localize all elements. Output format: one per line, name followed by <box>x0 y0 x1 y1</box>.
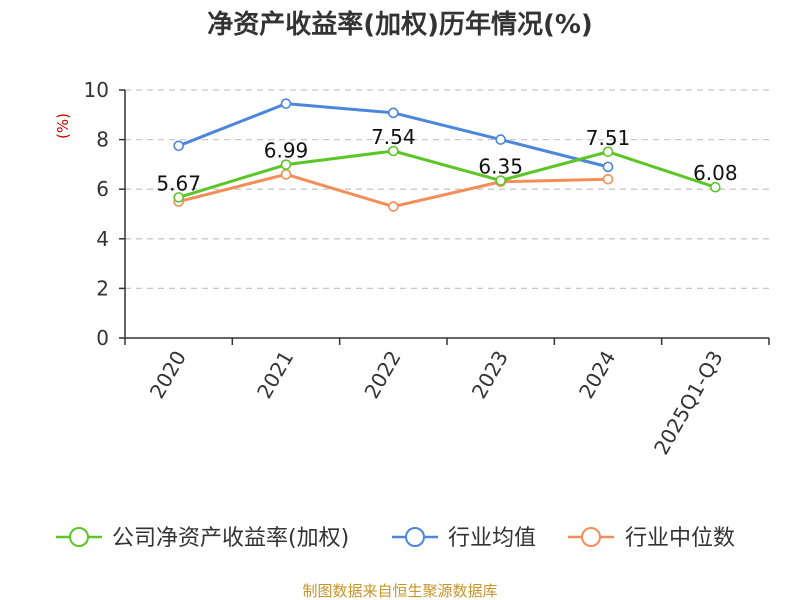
y-tick-label: 4 <box>96 227 109 251</box>
legend-marker <box>69 527 89 547</box>
legend-marker <box>405 527 425 547</box>
data-label: 5.67 <box>156 171 201 195</box>
x-tick-label: 2021 <box>252 347 298 403</box>
x-tick-label: 2022 <box>359 347 405 403</box>
data-label: 7.54 <box>371 125 416 149</box>
legend-label: 行业中位数 <box>625 526 735 551</box>
series-lines <box>173 98 721 212</box>
data-label: 6.08 <box>693 161 738 185</box>
data-point <box>388 145 399 157</box>
y-tick-label: 10 <box>84 78 109 102</box>
x-tick-label: 2024 <box>574 347 620 403</box>
data-point <box>710 181 721 193</box>
axes: 0 2 4 6 8 10 2020 2021 2022 2023 2024 2025Q1-Q3 <box>84 78 770 459</box>
legend-label: 行业均值 <box>448 526 536 551</box>
data-point <box>602 161 614 173</box>
y-axis-label: (%) <box>54 113 72 139</box>
data-label: 6.99 <box>264 139 309 163</box>
y-tick-label: 8 <box>96 128 109 152</box>
x-tick-label: 2025Q1-Q3 <box>649 347 728 459</box>
legend-label: 公司净资产收益率(加权) <box>112 526 349 551</box>
grid-lines <box>125 89 769 290</box>
data-point <box>495 175 506 186</box>
data-point <box>280 159 292 170</box>
source-note: 制图数据来自恒生聚源数据库 <box>302 582 497 600</box>
data-point <box>388 201 399 212</box>
legend: 公司净资产收益率(加权) 行业均值 行业中位数 <box>56 526 735 551</box>
data-point <box>280 169 292 180</box>
data-point <box>388 107 399 119</box>
x-tick-label: 2020 <box>145 347 191 403</box>
data-point <box>173 140 184 152</box>
data-label: 7.51 <box>586 126 631 150</box>
data-point <box>602 146 614 158</box>
x-tick-label: 2023 <box>467 346 513 402</box>
y-tick-label: 2 <box>96 276 109 300</box>
y-tick-label: 6 <box>96 177 109 201</box>
data-point <box>173 192 184 203</box>
data-point <box>495 134 506 145</box>
series-line <box>178 149 716 199</box>
chart-title: 净资产收益率(加权)历年情况(%) <box>207 9 593 40</box>
y-tick-label: 0 <box>96 326 109 350</box>
data-label: 6.35 <box>478 155 523 179</box>
data-point <box>602 173 614 185</box>
data-labels: 5.67 6.99 7.54 6.35 7.51 6.08 <box>156 125 737 195</box>
data-point <box>280 98 292 109</box>
legend-marker <box>581 527 601 547</box>
